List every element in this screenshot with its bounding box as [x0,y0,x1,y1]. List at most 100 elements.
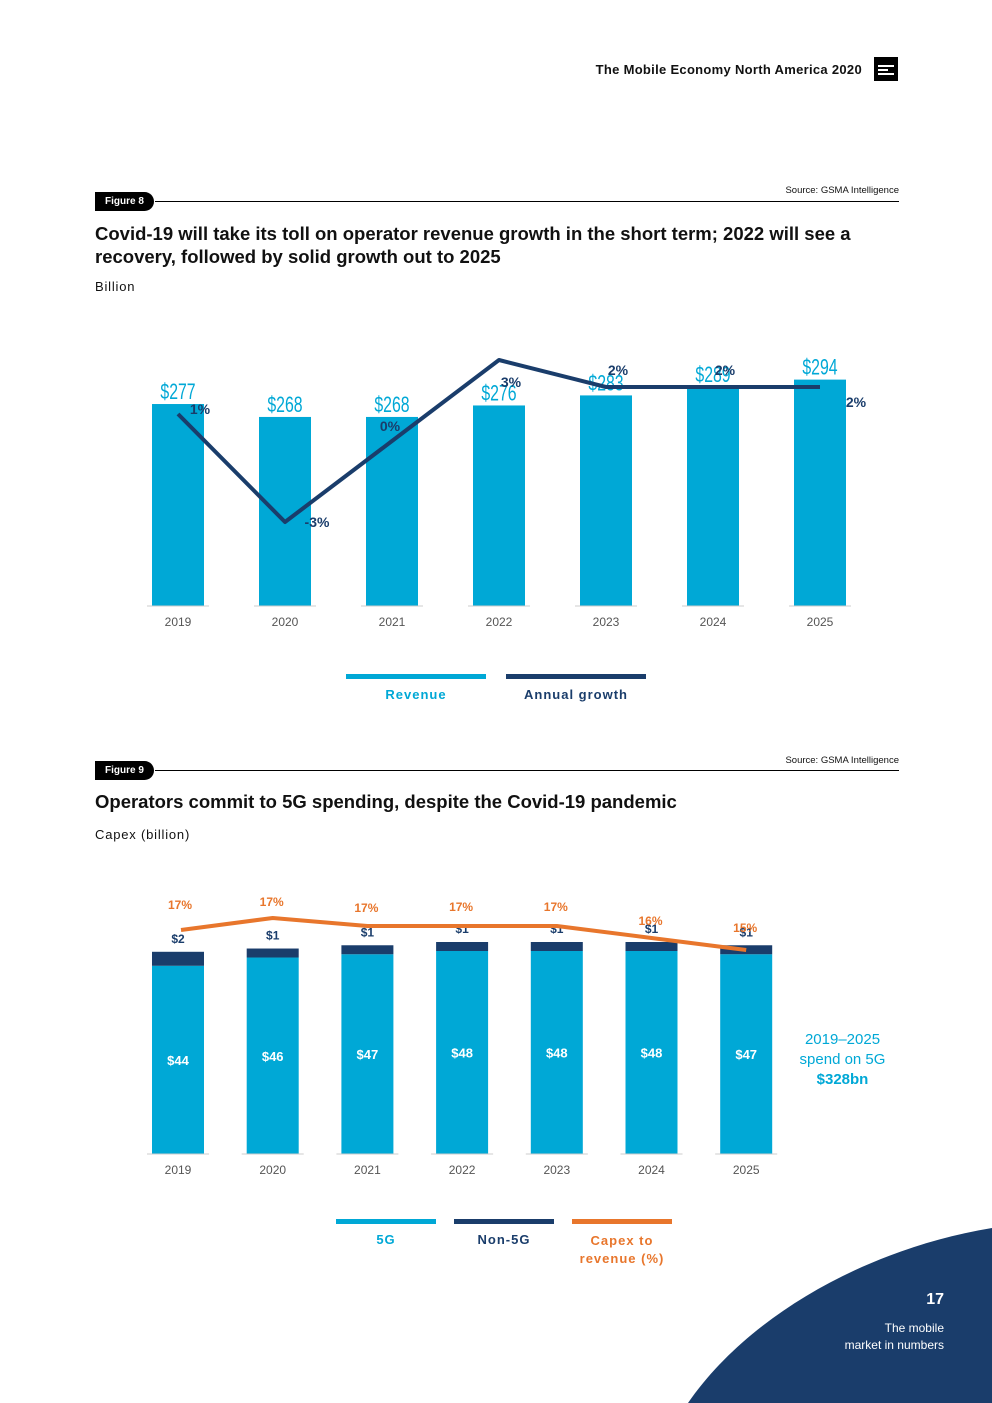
x-tick-label-2024: 2024 [638,1163,665,1177]
legend-capex-to-revenue: Capex to revenue (%) [572,1219,672,1268]
gsma-logo-icon [874,57,898,81]
x-tick-label-2021: 2021 [379,615,406,629]
non-5g-data-label-2019: $2 [171,932,185,946]
revenue-bar-2019 [152,404,204,606]
5g-bar-2024 [625,951,678,1154]
x-tick-label-2025: 2025 [733,1163,760,1177]
legend-capex-label: Capex to revenue (%) [579,1233,665,1266]
capex-to-revenue-line [180,916,747,952]
growth-data-label-2025: 2% [846,394,867,410]
non-5g-bar-2023 [530,942,583,951]
legend-annual-growth-label: Annual growth [524,687,628,702]
figure-9-chart: $44 $2 2019 $46 $1 2020 $47 $1 2021 $48 $1 2022 $48 $… [147,895,778,1177]
revenue-bar-2024 [687,386,739,606]
growth-data-label-2024: 2% [715,362,736,378]
revenue-bar-2021 [366,416,418,606]
legend-non-5g-label: Non-5G [477,1232,531,1247]
revenue-bar-2022 [473,405,525,606]
x-tick-label-2024: 2024 [700,615,727,629]
5g-data-label-2019: $44 [167,1053,189,1068]
capex-data-label-2025: 15% [733,921,757,935]
non-5g-bar-2022 [436,942,489,951]
x-tick-label-2020: 2020 [259,1163,286,1177]
5g-data-label-2024: $48 [641,1046,663,1061]
legend-non-5g-swatch [454,1219,554,1224]
x-tick-label-2019: 2019 [165,1163,192,1177]
capex-data-label-2021: 17% [354,901,378,915]
section-name-line-1: The mobile [884,1321,944,1335]
legend-5g: 5G [336,1219,436,1247]
callout-value: $328bn [816,1071,869,1088]
5g-spend-callout: 2019–2025 spend on 5G $328bn [790,1030,895,1090]
revenue-data-label-2020: $268 [267,394,302,418]
x-tick-label-2023: 2023 [543,1163,570,1177]
growth-data-label-2023: 2% [608,362,629,378]
revenue-data-label-2024: $289 [695,363,730,387]
growth-data-label-2021: 0% [380,418,401,434]
revenue-bar-2023 [580,395,632,606]
document-header-title: The Mobile Economy North America 2020 [595,62,862,77]
legend-non-5g: Non-5G [454,1219,554,1247]
figure-8-source: Source: GSMA Intelligence [785,185,899,196]
callout-line-1: 2019–2025 [804,1031,881,1048]
figure-8-chart: $2772019$2682020$2682021$2762022$2832023… [147,356,867,629]
figure-9-tag: Figure 9 [95,761,154,780]
5g-bar-2025 [720,954,773,1154]
non-5g-bar-2021 [341,945,394,955]
x-tick-label-2022: 2022 [486,615,513,629]
figure-8-tag: Figure 8 [95,192,154,211]
section-name-line-2: market in numbers [844,1338,944,1352]
5g-data-label-2022: $48 [451,1046,473,1061]
5g-bar-2023 [530,951,583,1154]
5g-data-label-2023: $48 [546,1046,568,1061]
figure-8-divider [155,201,899,202]
revenue-data-label-2022: $276 [481,382,516,406]
x-tick-label-2022: 2022 [449,1163,476,1177]
5g-data-label-2025: $47 [735,1047,757,1062]
capex-data-label-2023: 17% [544,900,568,914]
revenue-bar-2025 [794,379,846,606]
5g-bar-2021 [341,954,394,1154]
capex-data-label-2022: 17% [449,900,473,914]
growth-data-label-2022: 3% [501,374,522,390]
figure-9-divider [155,770,899,771]
capex-data-label-2019: 17% [168,898,192,912]
legend-revenue-label: Revenue [385,687,447,702]
5g-bar-2019 [152,965,204,1154]
figure-8-unit-label: Billion [95,279,136,294]
legend-5g-swatch [336,1219,436,1224]
non-5g-data-label-2021: $1 [361,925,375,939]
figure-9-unit-label: Capex (billion) [95,827,191,842]
non-5g-data-label-2025: $1 [740,925,754,939]
capex-data-label-2024: 16% [638,914,662,928]
growth-data-label-2019: 1% [190,401,211,417]
page-number: 17 [926,1291,944,1308]
x-tick-label-2019: 2019 [165,615,192,629]
figure-9-title: Operators commit to 5G spending, despite… [95,791,677,812]
revenue-data-label-2025: $294 [802,356,838,380]
legend-capex-swatch [572,1219,672,1224]
x-tick-label-2025: 2025 [807,615,834,629]
non-5g-bar-2019 [152,951,204,966]
legend-5g-label: 5G [376,1232,396,1247]
5g-data-label-2020: $46 [262,1049,284,1064]
non-5g-bar-2020 [246,948,299,958]
non-5g-data-label-2020: $1 [266,929,280,943]
revenue-data-label-2019: $277 [160,381,195,405]
x-tick-label-2023: 2023 [593,615,620,629]
callout-line-2: spend on 5G [799,1051,886,1068]
revenue-data-label-2021: $268 [374,394,409,418]
5g-bar-2022 [436,951,489,1154]
x-tick-label-2021: 2021 [354,1163,381,1177]
legend-annual-growth: Annual growth [506,674,646,702]
legend-annual-growth-swatch [506,674,646,679]
non-5g-bar-2024 [625,942,678,951]
revenue-bar-2020 [259,416,311,606]
growth-data-label-2020: -3% [305,514,330,530]
annual-growth-line [176,358,820,524]
section-name: The mobile market in numbers [794,1320,944,1354]
non-5g-data-label-2024: $1 [645,922,659,936]
5g-bar-2020 [246,957,299,1154]
5g-data-label-2021: $47 [357,1047,379,1062]
